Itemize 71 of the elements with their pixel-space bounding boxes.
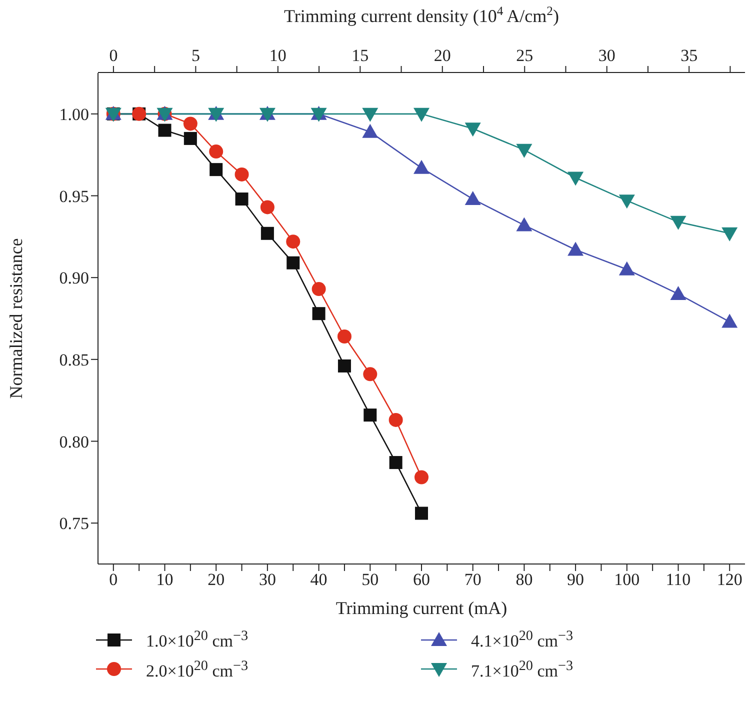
point xyxy=(234,167,249,182)
point xyxy=(568,242,584,256)
x-tick-label: 30 xyxy=(258,570,276,590)
point xyxy=(618,261,635,276)
x2-tick-label: 5 xyxy=(191,46,200,65)
y-tick-label: 1.00 xyxy=(59,104,89,124)
legend-label: 2.0×10$^{20}$ cm$^{−3}$ xyxy=(146,658,248,682)
x2-tick-label: 25 xyxy=(516,46,534,65)
point xyxy=(260,226,274,240)
point xyxy=(209,144,224,159)
legend-label: 1.0×10$^{20}$ cm$^{−3}$ xyxy=(146,628,248,652)
point xyxy=(568,172,584,186)
x-tick-label: 110 xyxy=(666,570,691,590)
point xyxy=(670,286,686,300)
x-tick-label: 90 xyxy=(567,570,584,590)
point xyxy=(363,367,378,382)
point xyxy=(260,200,274,214)
point xyxy=(362,124,378,138)
point xyxy=(415,506,428,520)
point xyxy=(364,408,377,422)
point xyxy=(389,456,402,470)
x2-axis-title: Trimming current density (10$^{4}$ A/cm$^{2}$) xyxy=(284,4,559,26)
point xyxy=(362,108,378,122)
point xyxy=(618,194,635,209)
legend-label: 4.1×10$^{20}$ cm$^{−3}$ xyxy=(471,628,574,652)
x-tick-label: 80 xyxy=(516,570,533,590)
y-axis-title: Normalized resistance xyxy=(6,238,26,399)
point xyxy=(670,216,686,230)
point xyxy=(414,470,428,484)
point xyxy=(183,116,198,131)
x-tick-label: 120 xyxy=(716,570,742,590)
x2-tick-label: 30 xyxy=(598,46,616,65)
x-tick-label: 20 xyxy=(208,570,225,590)
point xyxy=(235,192,248,206)
point xyxy=(158,124,172,137)
x-tick-label: 40 xyxy=(310,570,328,590)
x2-tick-label: 0 xyxy=(109,46,118,65)
x2-tick-label: 35 xyxy=(680,46,698,65)
x-tick-label: 100 xyxy=(614,570,640,590)
x2-tick-label: 10 xyxy=(269,46,286,65)
x-tick-label: 0 xyxy=(109,570,118,590)
point xyxy=(464,122,481,137)
x2-tick-label: 20 xyxy=(434,46,451,65)
point xyxy=(414,160,430,174)
x-tick-label: 60 xyxy=(413,570,430,590)
point xyxy=(414,108,430,122)
point xyxy=(516,217,532,232)
point xyxy=(722,227,738,242)
point xyxy=(338,359,351,372)
point xyxy=(184,132,197,145)
y-tick-label: 0.85 xyxy=(59,350,89,370)
point xyxy=(210,163,223,176)
point xyxy=(388,412,403,427)
x-axis-title: Trimming current (mA) xyxy=(336,598,508,618)
y-tick-label: 0.95 xyxy=(59,186,89,206)
point xyxy=(516,144,532,158)
point xyxy=(312,282,326,296)
point xyxy=(722,314,738,328)
y-tick-label: 0.75 xyxy=(59,514,89,534)
x-tick-label: 10 xyxy=(156,570,174,590)
y-tick-label: 0.80 xyxy=(59,432,89,452)
point xyxy=(337,330,352,344)
y-tick-label: 0.90 xyxy=(59,268,89,288)
x2-tick-label: 15 xyxy=(352,46,369,65)
point xyxy=(464,191,481,206)
point xyxy=(312,307,326,320)
x-tick-label: 50 xyxy=(362,570,379,590)
x-tick-label: 70 xyxy=(464,570,482,590)
legend-label: 7.1×10$^{20}$ cm$^{−3}$ xyxy=(471,658,574,682)
point xyxy=(286,256,300,270)
point xyxy=(286,234,300,249)
